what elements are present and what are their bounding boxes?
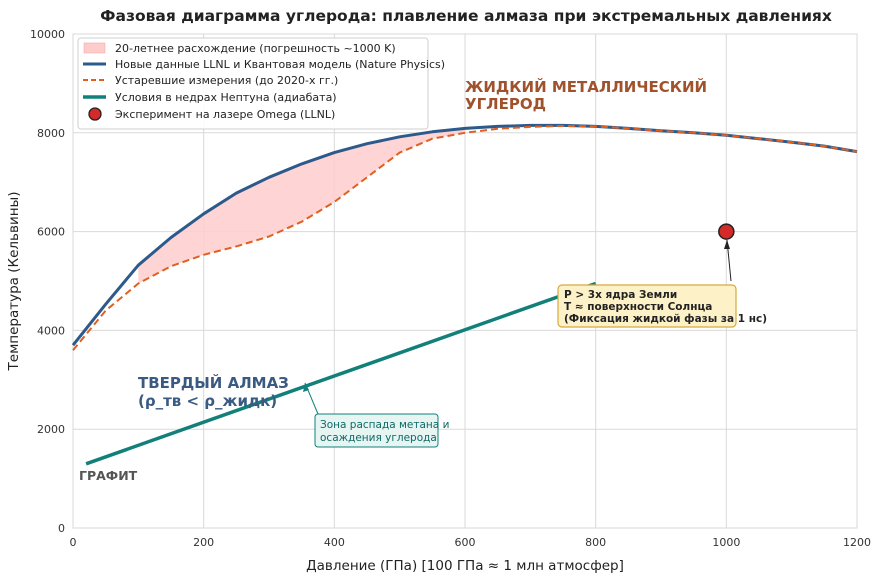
methane-box: [314, 413, 439, 448]
y-tick-label-2000: 2000: [37, 423, 65, 436]
methane-zone-annotation: Зона распада метана и осаждения углерода: [303, 382, 449, 448]
legend-label-band: 20-летнее расхождение (погрешность ~1000…: [115, 42, 396, 55]
x-tick-label-200: 200: [193, 536, 214, 549]
x-axis-label: Давление (ГПа) [100 ГПа ≈ 1 млн атмосфер…: [306, 558, 624, 574]
chart-title: Фазовая диаграмма углерода: плавление ал…: [100, 7, 832, 25]
legend-label-new: Новые данные LLNL и Квантовая модель (Na…: [115, 58, 445, 71]
graphite-label: ГРАФИТ: [79, 468, 138, 483]
legend-swatch-omega: [88, 107, 102, 121]
solid-label-line-2: (ρ_тв < ρ_жидк): [138, 392, 277, 410]
methane-arrow-head: [303, 383, 309, 392]
legend: 20-летнее расхождение (погрешность ~1000…: [77, 37, 445, 130]
omega-line-3: (Фиксация жидкой фазы за 1 нс): [564, 313, 767, 325]
y-axis: 0 2000 4000 6000 8000 10000: [30, 28, 65, 535]
omega-experiment-point: [718, 223, 735, 240]
y-axis-label: Температура (Кельвины): [6, 192, 22, 372]
y-tick-label-4000: 4000: [37, 324, 65, 337]
legend-swatch-band: [83, 42, 106, 54]
omega-conditions-box: [557, 284, 737, 328]
legend-label-neptune: Условия в недрах Нептуна (адиабата): [115, 91, 337, 104]
solid-label-line-1: ТВЕРДЫЙ АЛМАЗ: [138, 373, 289, 392]
x-tick-label-1000: 1000: [712, 536, 740, 549]
y-tick-label-6000: 6000: [37, 226, 65, 239]
omega-line-2: T ≈ поверхности Солнца: [564, 301, 712, 313]
liquid-label-line-1: ЖИДКИЙ МЕТАЛЛИЧЕСКИЙ: [465, 77, 707, 96]
discrepancy-band: [138, 128, 466, 284]
y-tick-label-10000: 10000: [30, 28, 65, 41]
legend-label-old: Устаревшие измерения (до 2020-х гг.): [115, 74, 338, 87]
omega-arrow-head: [724, 240, 730, 249]
legend-box: [77, 37, 429, 130]
y-tick-label-8000: 8000: [37, 127, 65, 140]
omega-conditions-annotation: P > 3x ядра Земли T ≈ поверхности Солнца…: [557, 239, 767, 328]
methane-line-1: Зона распада метана и: [320, 419, 449, 431]
series-neptune-adiabat-line: [85, 281, 597, 466]
x-tick-label-1200: 1200: [843, 536, 871, 549]
legend-label-omega: Эксперимент на лазере Omega (LLNL): [115, 108, 335, 121]
x-tick-label-0: 0: [70, 536, 77, 549]
x-tick-label-800: 800: [585, 536, 606, 549]
x-tick-label-400: 400: [324, 536, 345, 549]
x-axis: 0 200 400 600 800 1000 1200: [70, 536, 872, 549]
methane-line-2: осаждения углерода: [320, 432, 437, 444]
omega-line-1: P > 3x ядра Земли: [564, 289, 677, 301]
liquid-label-line-2: УГЛЕРОД: [465, 95, 546, 113]
y-tick-label-0: 0: [58, 522, 65, 535]
x-tick-label-600: 600: [455, 536, 476, 549]
solid-diamond-label: ТВЕРДЫЙ АЛМАЗ (ρ_тв < ρ_жидк): [138, 373, 289, 410]
series-old-measurements-line: [72, 124, 858, 351]
liquid-carbon-label: ЖИДКИЙ МЕТАЛЛИЧЕСКИЙ УГЛЕРОД: [465, 77, 707, 113]
